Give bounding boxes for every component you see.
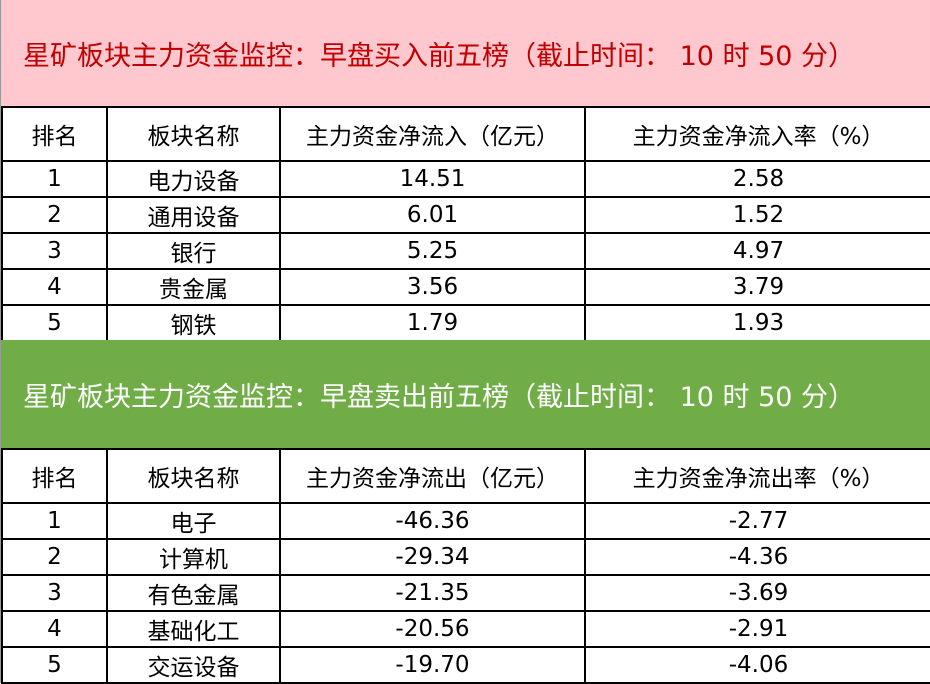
table-cell: 3.79 [584, 268, 930, 306]
table-row: 3 有色金属 -21.35 -3.69 [1, 574, 930, 612]
table-row: 5 交运设备 -19.70 -4.06 [1, 646, 930, 684]
buy-ranking-title: 星矿板块主力资金监控：早盘买入前五榜（截止时间： 10 时 50 分） [1, 0, 930, 106]
table-cell: 1.93 [584, 304, 930, 342]
column-header: 排名 [1, 106, 108, 162]
table-cell: 5 [1, 646, 108, 684]
table-cell: 钢铁 [106, 304, 281, 342]
table-cell: -4.36 [584, 538, 930, 576]
table-cell: 基础化工 [106, 610, 281, 648]
table-cell: 通用设备 [106, 196, 281, 234]
table-cell: 1 [1, 502, 108, 540]
table-cell: 4.97 [584, 232, 930, 270]
table-cell: 1.79 [279, 304, 586, 342]
column-header: 主力资金净流出率（%） [584, 448, 930, 504]
table-cell: 1 [1, 160, 108, 198]
table-row: 2 通用设备 6.01 1.52 [1, 196, 930, 234]
table-cell: 5 [1, 304, 108, 342]
table-cell: 电力设备 [106, 160, 281, 198]
table-cell: -46.36 [279, 502, 586, 540]
table-cell: 6.01 [279, 196, 586, 234]
table-row: 1 电力设备 14.51 2.58 [1, 160, 930, 198]
table-cell: -2.77 [584, 502, 930, 540]
table-cell: -19.70 [279, 646, 586, 684]
table-cell: 14.51 [279, 160, 586, 198]
column-header: 主力资金净流出（亿元） [279, 448, 586, 504]
table-cell: -20.56 [279, 610, 586, 648]
column-header: 板块名称 [106, 448, 281, 504]
table-row: 5 钢铁 1.79 1.93 [1, 304, 930, 342]
table-row: 4 贵金属 3.56 3.79 [1, 268, 930, 306]
table-cell: 银行 [106, 232, 281, 270]
column-header: 排名 [1, 448, 108, 504]
table-cell: 2 [1, 196, 108, 234]
table-row: 1 电子 -46.36 -2.77 [1, 502, 930, 540]
table-row: 4 基础化工 -20.56 -2.91 [1, 610, 930, 648]
table-cell: 5.25 [279, 232, 586, 270]
table-cell: -21.35 [279, 574, 586, 612]
buy-ranking-table: 排名 板块名称 主力资金净流入（亿元） 主力资金净流入率（%） 1 电力设备 14.51 2.… [1, 106, 930, 342]
sell-ranking-table: 排名 板块名称 主力资金净流出（亿元） 主力资金净流出率（%） 1 电子 -46.36 -2.… [1, 448, 930, 684]
table-cell: 有色金属 [106, 574, 281, 612]
table-cell: 贵金属 [106, 268, 281, 306]
table-cell: 4 [1, 610, 108, 648]
table-cell: 4 [1, 268, 108, 306]
table-header-row: 排名 板块名称 主力资金净流出（亿元） 主力资金净流出率（%） [1, 448, 930, 504]
table-cell: -3.69 [584, 574, 930, 612]
table-row: 3 银行 5.25 4.97 [1, 232, 930, 270]
table-cell: 3 [1, 232, 108, 270]
table-cell: 电子 [106, 502, 281, 540]
table-cell: 2.58 [584, 160, 930, 198]
table-cell: 3.56 [279, 268, 586, 306]
table-cell: -29.34 [279, 538, 586, 576]
table-row: 2 计算机 -29.34 -4.36 [1, 538, 930, 576]
column-header: 主力资金净流入率（%） [584, 106, 930, 162]
sell-ranking-title: 星矿板块主力资金监控：早盘卖出前五榜（截止时间： 10 时 50 分） [1, 340, 930, 448]
table-cell: 2 [1, 538, 108, 576]
table-cell: -4.06 [584, 646, 930, 684]
table-cell: 计算机 [106, 538, 281, 576]
column-header: 主力资金净流入（亿元） [279, 106, 586, 162]
column-header: 板块名称 [106, 106, 281, 162]
table-cell: 1.52 [584, 196, 930, 234]
table-header-row: 排名 板块名称 主力资金净流入（亿元） 主力资金净流入率（%） [1, 106, 930, 162]
table-cell: 3 [1, 574, 108, 612]
table-cell: -2.91 [584, 610, 930, 648]
table-cell: 交运设备 [106, 646, 281, 684]
